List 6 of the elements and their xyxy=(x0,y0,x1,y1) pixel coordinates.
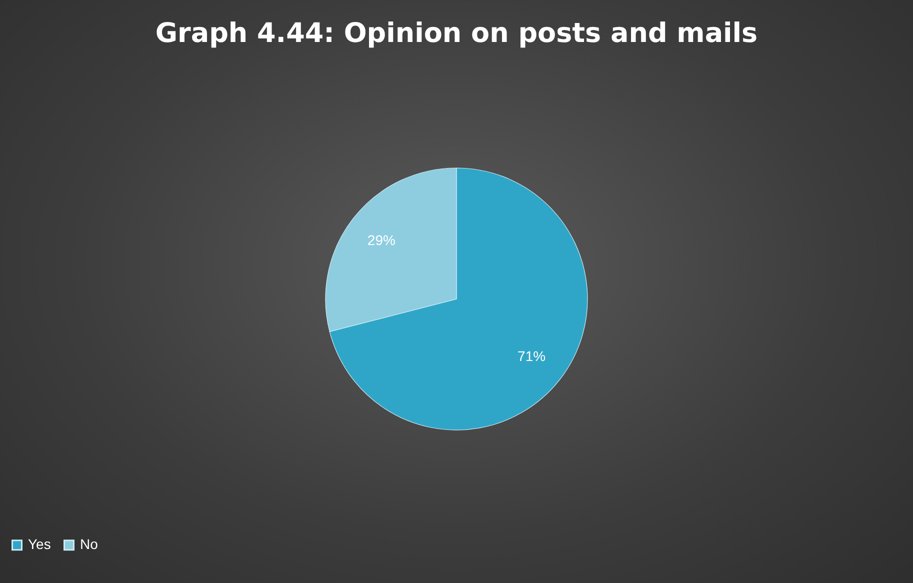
data-label: 29% xyxy=(367,232,396,248)
data-label: 71% xyxy=(518,348,546,364)
pie-slice xyxy=(329,168,588,430)
chart-title: Graph 4.44: Opinion on posts and mails xyxy=(155,18,758,49)
legend-label: No xyxy=(80,536,98,552)
legend-label: Yes xyxy=(28,536,51,552)
